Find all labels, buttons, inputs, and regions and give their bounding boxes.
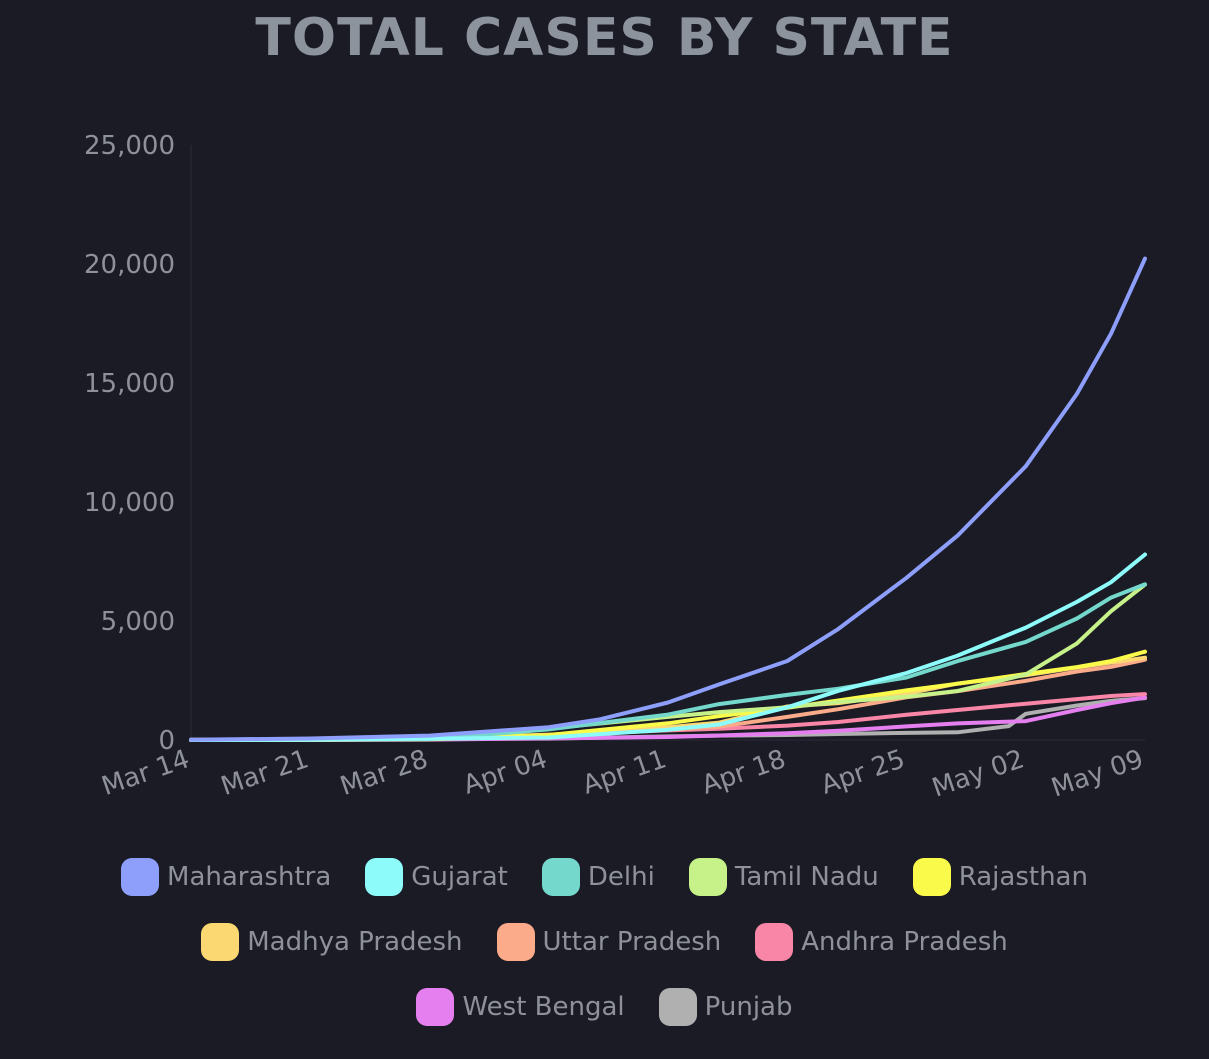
legend-item-uttar-pradesh[interactable]: Uttar Pradesh — [496, 923, 722, 961]
legend-label: Gujarat — [411, 862, 508, 892]
legend-swatch — [416, 988, 455, 1026]
legend-row: West Bengal Punjab — [0, 982, 1209, 1032]
legend-swatch — [365, 858, 404, 896]
series-line-maharashtra[interactable] — [189, 256, 1147, 742]
legend-label: West Bengal — [462, 992, 625, 1022]
x-tick-label: Apr 18 — [698, 744, 789, 800]
series-line-delhi[interactable] — [189, 582, 1147, 742]
x-tick-label: Mar 21 — [217, 744, 312, 802]
legend-swatch — [121, 858, 160, 896]
legend-item-andhra-pradesh[interactable]: Andhra Pradesh — [755, 923, 1008, 961]
legend-label: Tamil Nadu — [734, 862, 879, 892]
x-tick-label: May 02 — [928, 744, 1028, 803]
legend-item-tamil-nadu[interactable]: Tamil Nadu — [688, 858, 879, 896]
legend-item-maharashtra[interactable]: Maharashtra — [121, 858, 331, 896]
chart-axes: 0 5,000 10,000 15,000 20,000 25,000 Mar 14 Mar … — [84, 131, 1147, 804]
y-tick-label: 15,000 — [84, 369, 175, 399]
chart-legend: Maharashtra Gujarat Delhi Tamil Nadu Rajasth… — [0, 852, 1209, 1047]
x-tick-label: Mar 14 — [98, 744, 193, 802]
legend-row: Madhya Pradesh Uttar Pradesh Andhra Prades… — [0, 917, 1209, 967]
legend-item-punjab[interactable]: Punjab — [658, 988, 793, 1026]
legend-label: Maharashtra — [167, 862, 332, 892]
legend-label: Delhi — [587, 862, 655, 892]
y-tick-label: 25,000 — [84, 131, 175, 161]
legend-item-delhi[interactable]: Delhi — [541, 858, 655, 896]
line-chart-plot: 0 5,000 10,000 15,000 20,000 25,000 Mar 14 Mar … — [84, 131, 1147, 804]
legend-swatch — [688, 858, 727, 896]
legend-label: Madhya Pradesh — [247, 927, 463, 957]
legend-row: Maharashtra Gujarat Delhi Tamil Nadu Rajasth… — [0, 852, 1209, 902]
legend-swatch — [201, 923, 240, 961]
x-tick-label: May 09 — [1048, 744, 1148, 803]
legend-label: Andhra Pradesh — [801, 927, 1008, 957]
chart-title: TOTAL CASES BY STATE — [255, 8, 954, 68]
y-tick-label: 0 — [158, 726, 175, 756]
x-tick-label: Apr 11 — [579, 744, 670, 800]
legend-label: Punjab — [704, 992, 793, 1022]
legend-item-madhya-pradesh[interactable]: Madhya Pradesh — [201, 923, 463, 961]
legend-item-rajasthan[interactable]: Rajasthan — [912, 858, 1088, 896]
y-tick-label: 10,000 — [84, 488, 175, 518]
legend-swatch — [541, 858, 580, 896]
legend-label: Rajasthan — [958, 862, 1088, 892]
legend-label: Uttar Pradesh — [542, 927, 722, 957]
legend-swatch — [755, 923, 794, 961]
legend-swatch — [912, 858, 951, 896]
chart-series-lines — [189, 256, 1147, 742]
legend-swatch — [658, 988, 697, 1026]
legend-swatch — [496, 923, 535, 961]
legend-item-west-bengal[interactable]: West Bengal — [416, 988, 625, 1026]
y-tick-label: 20,000 — [84, 250, 175, 280]
y-tick-label: 5,000 — [101, 607, 175, 637]
x-tick-label: Apr 25 — [817, 744, 908, 800]
x-tick-label: Mar 28 — [337, 744, 432, 802]
series-line-gujarat[interactable] — [189, 552, 1147, 742]
series-line-tamil-nadu[interactable] — [189, 582, 1147, 742]
legend-item-gujarat[interactable]: Gujarat — [365, 858, 508, 896]
x-tick-label: Apr 04 — [460, 744, 551, 800]
